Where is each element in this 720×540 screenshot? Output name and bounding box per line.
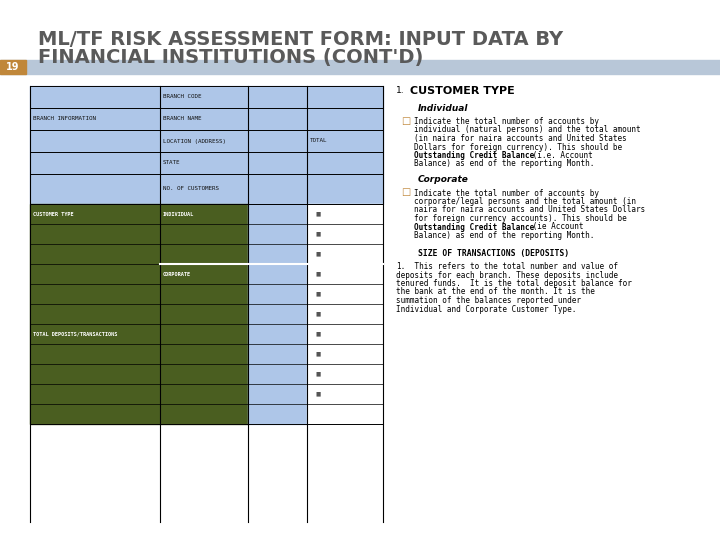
- Text: ■: ■: [315, 372, 320, 376]
- Text: individual (natural persons) and the total amount: individual (natural persons) and the tot…: [414, 125, 641, 134]
- Text: Outstanding Credit Balance: Outstanding Credit Balance: [414, 151, 534, 160]
- Text: (ie Account: (ie Account: [528, 222, 583, 232]
- Text: □: □: [401, 187, 410, 198]
- Text: naira for naira accounts and United States Dollars: naira for naira accounts and United Stat…: [414, 206, 645, 214]
- Text: ■: ■: [315, 212, 320, 217]
- Text: Balance) as end of the reporting Month.: Balance) as end of the reporting Month.: [414, 231, 595, 240]
- Text: ■: ■: [315, 352, 320, 356]
- Text: FINANCIAL INSTITUTIONS (CONT'D): FINANCIAL INSTITUTIONS (CONT'D): [38, 48, 423, 67]
- Text: ■: ■: [315, 292, 320, 296]
- Bar: [30, 86, 383, 204]
- Text: LOCATION (ADDRESS): LOCATION (ADDRESS): [163, 138, 226, 144]
- Text: ML/TF RISK ASSESSMENT FORM: INPUT DATA BY: ML/TF RISK ASSESSMENT FORM: INPUT DATA B…: [38, 30, 563, 49]
- Text: BRANCH INFORMATION: BRANCH INFORMATION: [33, 117, 96, 122]
- Text: Outstanding Credit Balance: Outstanding Credit Balance: [414, 222, 534, 232]
- Text: NO. OF CUSTOMERS: NO. OF CUSTOMERS: [163, 186, 219, 192]
- Text: 1.: 1.: [396, 86, 405, 95]
- Text: Individual: Individual: [418, 104, 469, 113]
- Text: CUSTOMER TYPE: CUSTOMER TYPE: [410, 86, 515, 96]
- Text: deposits for each branch. These deposits include: deposits for each branch. These deposits…: [396, 271, 618, 280]
- Text: Dollars for foreign currency). This should be: Dollars for foreign currency). This shou…: [414, 143, 622, 152]
- Text: CUSTOMER TYPE: CUSTOMER TYPE: [33, 212, 73, 217]
- Text: CORPORATE: CORPORATE: [163, 272, 191, 276]
- Text: ■: ■: [315, 272, 320, 276]
- Bar: [0, 60, 26, 74]
- Text: Corporate: Corporate: [418, 176, 469, 185]
- Text: corporate/legal persons and the total amount (in: corporate/legal persons and the total am…: [414, 197, 636, 206]
- Text: SIZE OF TRANSACTIONS (DEPOSITS): SIZE OF TRANSACTIONS (DEPOSITS): [418, 249, 569, 258]
- Bar: [30, 204, 248, 424]
- Text: ■: ■: [315, 232, 320, 237]
- Bar: [248, 204, 307, 424]
- Bar: [0, 60, 720, 74]
- Text: ■: ■: [315, 392, 320, 396]
- Text: BRANCH CODE: BRANCH CODE: [163, 94, 202, 99]
- Text: Balance) as end of the reporting Month.: Balance) as end of the reporting Month.: [414, 159, 595, 168]
- Text: Individual and Corporate Customer Type.: Individual and Corporate Customer Type.: [396, 305, 577, 314]
- Text: the bank at the end of the month. It is the: the bank at the end of the month. It is …: [396, 287, 595, 296]
- Text: TOTAL DEPOSITS/TRANSACTIONS: TOTAL DEPOSITS/TRANSACTIONS: [33, 332, 117, 336]
- Text: ■: ■: [315, 332, 320, 336]
- Text: 1.: 1.: [396, 262, 405, 271]
- Text: (i.e. Account: (i.e. Account: [528, 151, 593, 160]
- Text: for foreign currency accounts). This should be: for foreign currency accounts). This sho…: [414, 214, 626, 223]
- Text: This refers to the total number and value of: This refers to the total number and valu…: [396, 262, 618, 271]
- Text: (in naira for naira accounts and United States: (in naira for naira accounts and United …: [414, 134, 626, 143]
- Text: summation of the balances reported under: summation of the balances reported under: [396, 296, 581, 305]
- Text: □: □: [401, 116, 410, 126]
- Text: ■: ■: [315, 312, 320, 316]
- Text: TOTAL: TOTAL: [310, 138, 328, 144]
- Text: Indicate the total number of accounts by: Indicate the total number of accounts by: [414, 188, 599, 198]
- Text: STATE: STATE: [163, 160, 181, 165]
- Text: ■: ■: [315, 252, 320, 256]
- Text: Indicate the total number of accounts by: Indicate the total number of accounts by: [414, 117, 599, 126]
- Bar: [307, 204, 383, 424]
- Text: BRANCH NAME: BRANCH NAME: [163, 117, 202, 122]
- Text: tenured funds.  It is the total deposit balance for: tenured funds. It is the total deposit b…: [396, 279, 632, 288]
- Text: INDIVIDUAL: INDIVIDUAL: [163, 212, 194, 217]
- Text: 19: 19: [6, 62, 19, 72]
